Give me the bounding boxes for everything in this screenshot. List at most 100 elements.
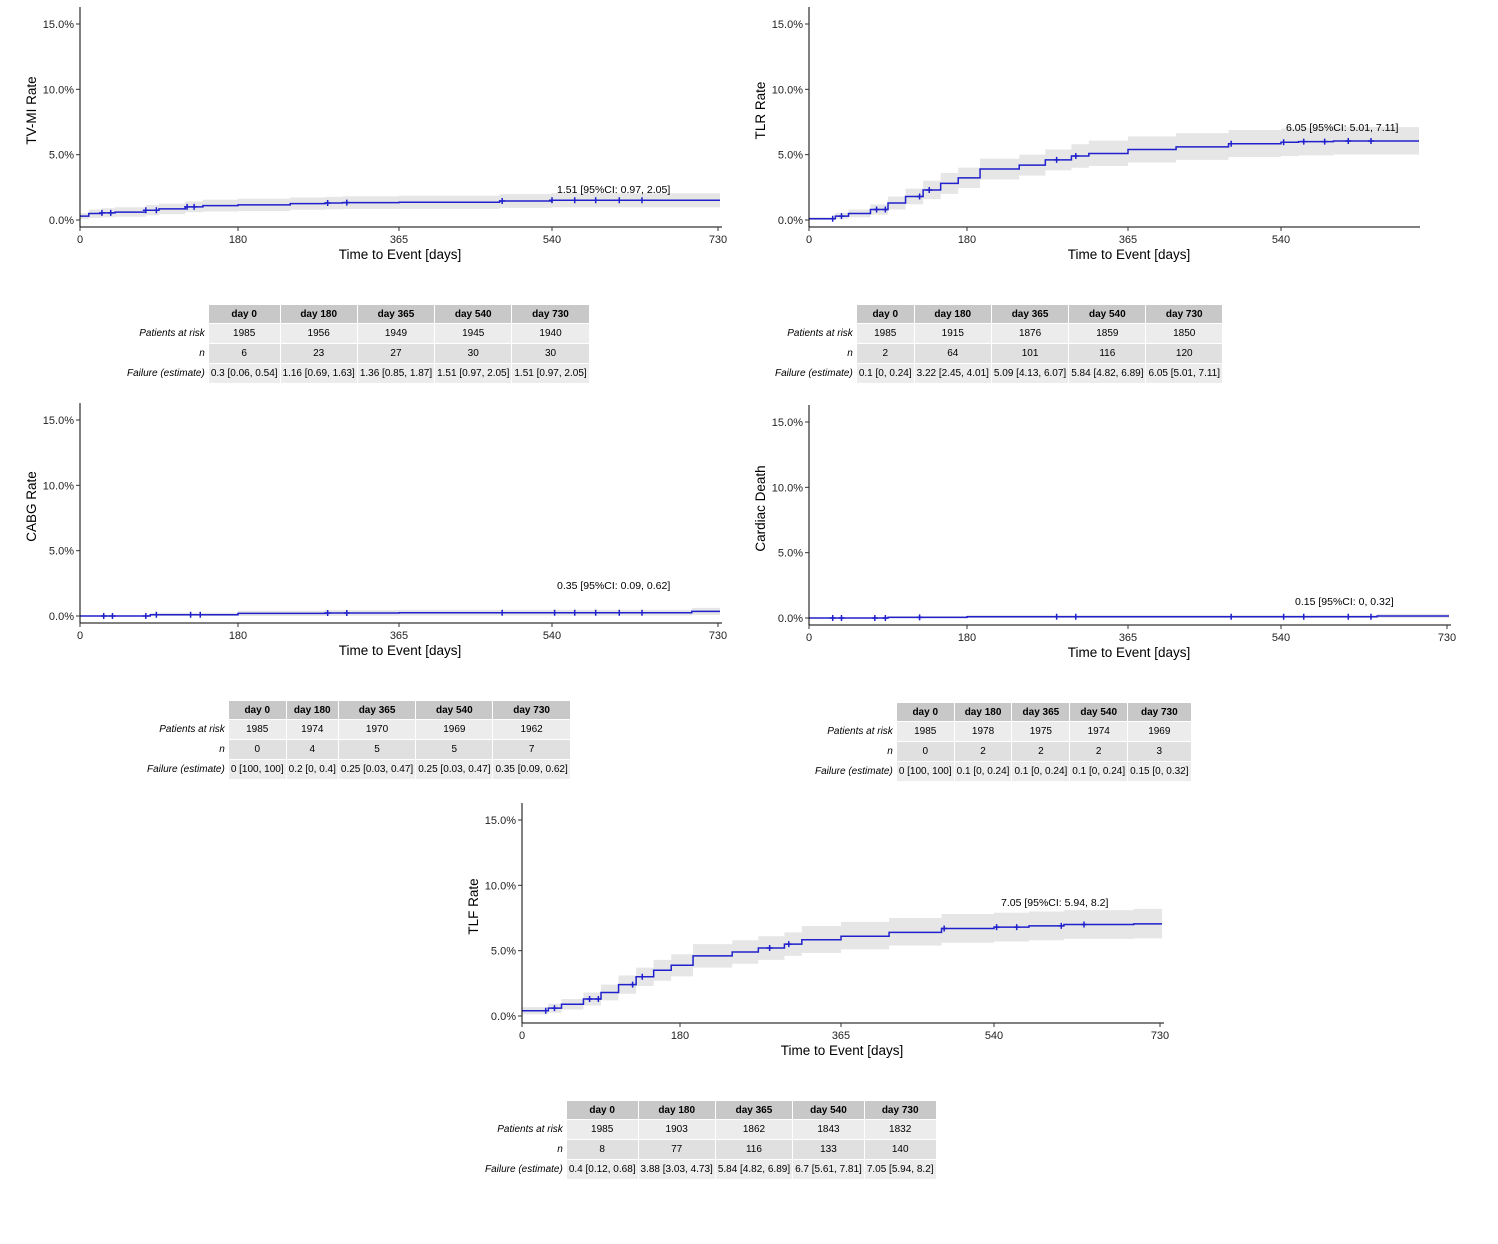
- risk-table-cell: 0.1 [0, 0.24]: [1011, 761, 1071, 781]
- x-tick-label: 540: [543, 234, 561, 246]
- risk-table-cell: 7: [492, 739, 571, 760]
- censor-mark: [829, 615, 836, 621]
- risk-table-cell: 6.05 [5.01, 7.11]: [1145, 363, 1224, 383]
- x-tick-label: 180: [229, 234, 247, 246]
- x-tick-label: 730: [709, 630, 727, 642]
- censor-mark: [549, 197, 555, 204]
- censor-mark: [1072, 613, 1079, 620]
- ci-annotation: 0.35 [95%CI: 0.09, 0.62]: [557, 580, 670, 592]
- censor-mark: [592, 197, 599, 204]
- y-tick-label: 5.0%: [491, 946, 516, 958]
- km-curve: [522, 923, 1162, 1012]
- risk-table-cell: 0 [100, 100]: [228, 759, 287, 779]
- risk-table-col-header: day 540: [415, 701, 494, 720]
- risk-table-cell: 0.25 [0.03, 0.47]: [415, 759, 494, 779]
- risk-table-cell: 2: [1011, 741, 1071, 762]
- risk-table-corner: [483, 1101, 567, 1120]
- risk-table-col-header: day 730: [511, 305, 590, 324]
- risk-table-cell: 101: [991, 343, 1070, 364]
- risk-table-row: Failure (estimate) 0.3 [0.06, 0.54] 1.16 […: [125, 363, 590, 383]
- censor-mark: [542, 1007, 549, 1014]
- risk-table-cell: 2: [954, 741, 1013, 762]
- ci-band: [522, 908, 1162, 1015]
- y-tick-label: 10.0%: [772, 482, 803, 494]
- censor-mark: [197, 611, 204, 618]
- ci-band: [80, 607, 720, 616]
- risk-table-row-label: n: [125, 343, 209, 364]
- censor-mark: [871, 615, 878, 621]
- risk-table-col-header: day 0: [208, 305, 281, 324]
- censor-mark: [638, 609, 645, 616]
- censor-mark: [638, 197, 645, 204]
- ci-annotation: 0.15 [95%CI: 0, 0.32]: [1295, 596, 1394, 608]
- censor-mark: [551, 609, 558, 616]
- censor-mark: [1345, 613, 1352, 620]
- risk-table-col-header: day 540: [1068, 305, 1147, 324]
- risk-table-col-header: day 730: [1127, 703, 1192, 722]
- censor-mark: [926, 186, 933, 193]
- risk-table-cell: 8: [566, 1139, 639, 1160]
- risk-table-cell: 4: [286, 739, 339, 760]
- censor-mark: [343, 609, 350, 616]
- y-tick-label: 15.0%: [772, 417, 803, 429]
- censor-mark: [1300, 138, 1307, 145]
- ci-annotation: 6.05 [95%CI: 5.01, 7.11]: [1286, 122, 1399, 134]
- ci-annotation: 1.51 [95%CI: 0.97, 2.05]: [557, 184, 670, 196]
- x-tick-label: 365: [390, 234, 408, 246]
- y-axis-title: CABG Rate: [24, 471, 39, 542]
- risk-table-cell: 0.1 [0, 0.24]: [856, 363, 915, 383]
- risk-table: day 0 day 180 day 365 day 540 day 730 Patient…: [813, 703, 1192, 781]
- risk-table-cell: 1956: [280, 323, 358, 344]
- y-tick-label: 10.0%: [43, 480, 74, 492]
- censor-mark: [1080, 921, 1087, 928]
- risk-table-cell: 1974: [1069, 721, 1129, 742]
- censor-mark: [916, 193, 923, 200]
- risk-table-row-label: n: [813, 741, 897, 762]
- x-tick-label: 0: [806, 632, 812, 644]
- risk-table-cell: 1940: [511, 323, 590, 344]
- risk-table-cell: 5.84 [4.82, 6.89]: [1068, 363, 1147, 383]
- censor-mark: [1280, 139, 1287, 146]
- censor-mark: [639, 973, 646, 980]
- risk-table-cell: 1.36 [0.85, 1.87]: [357, 363, 436, 383]
- risk-table: day 0 day 180 day 365 day 540 day 730 Patient…: [125, 305, 590, 383]
- risk-table-row: Patients at risk 1985 1956 1949 1945 1940: [125, 323, 590, 344]
- risk-table-cell: 0.1 [0, 0.24]: [954, 761, 1013, 781]
- ci-annotation: 7.05 [95%CI: 5.94, 8.2]: [1001, 897, 1108, 909]
- censor-mark: [324, 609, 331, 616]
- censor-mark: [838, 213, 845, 220]
- censor-mark: [882, 615, 889, 621]
- risk-table-col-header: day 730: [1145, 305, 1224, 324]
- risk-table-cell: 1915: [914, 323, 992, 344]
- risk-table-row-label: Patients at risk: [145, 719, 229, 740]
- risk-table-row-label: Patients at risk: [813, 721, 897, 742]
- censor-mark: [882, 206, 889, 213]
- risk-table-col-header: day 0: [228, 701, 287, 720]
- risk-table-cell: 5: [338, 739, 417, 760]
- censor-mark: [916, 614, 923, 621]
- censor-mark: [1367, 613, 1374, 620]
- censor-mark: [187, 611, 194, 618]
- risk-table-row: Patients at risk 1985 1978 1975 1974 1969: [813, 721, 1192, 742]
- y-tick-label: 0.0%: [778, 613, 803, 625]
- risk-table-cell: 0.3 [0.06, 0.54]: [208, 363, 281, 383]
- y-tick-label: 10.0%: [485, 880, 516, 892]
- x-tick-label: 0: [806, 234, 812, 246]
- censor-mark: [343, 199, 350, 206]
- censor-mark: [629, 981, 636, 988]
- censor-mark: [153, 611, 160, 618]
- risk-table-row-label: Patients at risk: [483, 1119, 567, 1140]
- risk-table-cell: 1832: [864, 1119, 937, 1140]
- risk-table-row-label: Patients at risk: [773, 323, 857, 344]
- risk-table-cell: 0.1 [0, 0.24]: [1069, 761, 1129, 781]
- risk-table-cell: 1.16 [0.69, 1.63]: [280, 363, 358, 383]
- risk-table-cell: 6: [208, 343, 281, 364]
- censor-mark: [993, 924, 1000, 931]
- risk-table-header: day 0 day 180 day 365 day 540 day 730: [773, 305, 1224, 324]
- x-tick-label: 365: [1119, 632, 1137, 644]
- y-tick-label: 0.0%: [49, 215, 74, 227]
- risk-table-cell: 7.05 [5.94, 8.2]: [864, 1159, 937, 1179]
- x-tick-label: 730: [1438, 632, 1456, 644]
